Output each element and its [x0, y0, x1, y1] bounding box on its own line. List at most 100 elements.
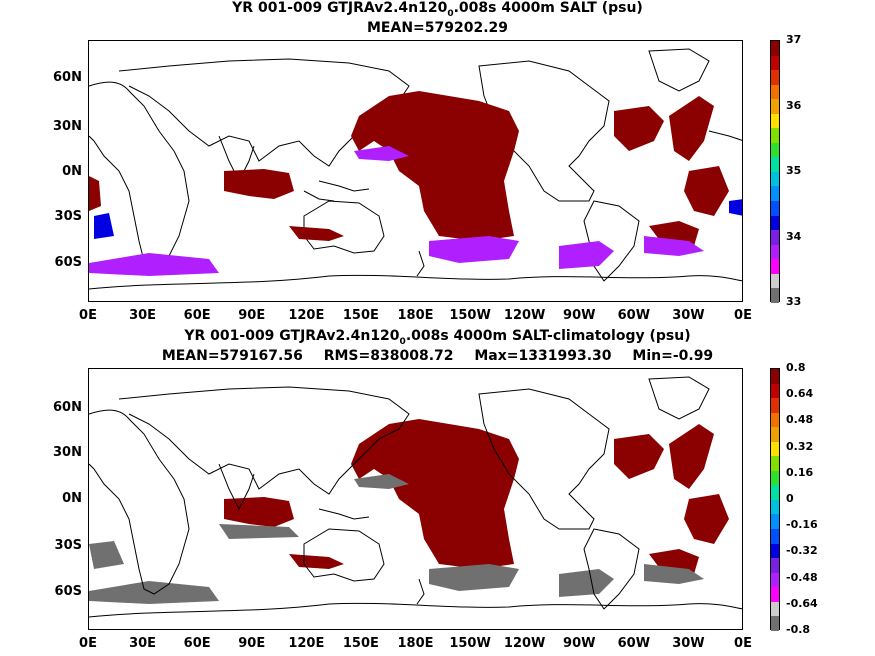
panel2-colorbar [770, 368, 780, 631]
colorbar-swatch [771, 259, 779, 274]
colorbar-swatch [771, 244, 779, 260]
lon1-label: 120E [288, 308, 325, 323]
stat-min: Min=-0.99 [632, 348, 714, 364]
panel2-map-svg [89, 376, 742, 618]
panel1-map-svg [89, 48, 742, 290]
lon2-label: 90E [238, 636, 266, 651]
lon2-label: 120E [288, 636, 325, 651]
colorbar-label: 36 [786, 98, 802, 112]
panel2-lat-0n: 0N [62, 491, 82, 506]
colorbar-swatch [771, 499, 779, 515]
colorbar-label: 0.48 [786, 413, 814, 427]
lon1-label: 60W [617, 308, 651, 323]
panel1-map [88, 40, 743, 302]
colorbar-swatch [771, 157, 779, 172]
lon1-label: 30W [672, 308, 705, 323]
colorbar-swatch [771, 273, 779, 289]
panel2-map [88, 368, 743, 630]
stat-rms: RMS=838008.72 [323, 348, 454, 364]
colorbar-label: 0.64 [786, 387, 814, 401]
colorbar-swatch [771, 398, 779, 413]
stat-max: Max=1331993.30 [474, 348, 612, 364]
lon1-label: 90E [238, 308, 266, 323]
colorbar-swatch [771, 41, 779, 56]
lon2-label: 30E [129, 636, 157, 651]
colorbar-swatch [771, 558, 779, 573]
colorbar-swatch [771, 186, 779, 202]
lon2-label: 180E [397, 636, 434, 651]
panel2-lat-60n: 60N [53, 400, 82, 415]
panel1-lat-30s: 30S [54, 209, 82, 224]
lon2-label: 0E [79, 636, 97, 651]
panel1-stats: MEAN=579202.29 [366, 20, 509, 36]
panel2-lat-30n: 30N [53, 445, 82, 460]
colorbar-swatch [771, 70, 779, 85]
colorbar-swatch [771, 572, 779, 588]
colorbar-swatch [771, 99, 779, 114]
colorbar-label: 0.8 [786, 361, 806, 374]
colorbar-swatch [771, 470, 779, 486]
panel1-lat-30n: 30N [53, 119, 82, 134]
colorbar-label: 0 [786, 492, 794, 505]
lon1-label: 150W [449, 308, 491, 323]
colorbar-swatch [771, 441, 779, 457]
colorbar-swatch [771, 288, 779, 303]
colorbar-label: -0.16 [786, 518, 818, 532]
colorbar-label: -0.64 [786, 596, 818, 610]
lon1-label: 90W [563, 308, 596, 323]
panel2-lat-30s: 30S [54, 538, 82, 553]
colorbar-swatch [771, 616, 779, 631]
colorbar-label: 37 [786, 33, 802, 46]
panel1-shading [89, 91, 742, 276]
panel1-lat-0n: 0N [62, 164, 82, 179]
panel2-stats: MEAN=579167.56 RMS=838008.72 Max=1331993… [0, 348, 875, 365]
lon2-label: 150E [342, 636, 379, 651]
colorbar-swatch [771, 113, 779, 129]
panel1-title: YR 001-009 GTJRAv2.4n1200.008s 4000m SAL… [232, 0, 643, 19]
colorbar-label: 35 [786, 164, 802, 177]
colorbar-label: 0.32 [786, 439, 814, 453]
colorbar-label: -0.32 [786, 544, 818, 558]
lon1-label: 0E [734, 308, 752, 323]
colorbar-swatch [771, 601, 779, 617]
colorbar-swatch [771, 201, 779, 216]
colorbar-swatch [771, 485, 779, 500]
lon2-label: 60W [617, 636, 651, 651]
colorbar-swatch [771, 55, 779, 71]
colorbar-label: 33 [786, 295, 802, 308]
lon2-label: 30W [672, 636, 705, 651]
colorbar-swatch [771, 142, 779, 158]
panel2-title: YR 001-009 GTJRAv2.4n1200.008s 4000m SAL… [184, 328, 691, 347]
colorbar-swatch [771, 587, 779, 602]
colorbar-swatch [771, 529, 779, 544]
colorbar-label: 34 [786, 229, 802, 243]
lon1-label: 0E [79, 308, 97, 323]
colorbar-swatch [771, 215, 779, 231]
colorbar-swatch [771, 383, 779, 399]
colorbar-swatch [771, 427, 779, 442]
lon1-label: 150E [342, 308, 379, 323]
colorbar-swatch [771, 369, 779, 384]
colorbar-label: -0.8 [786, 623, 811, 636]
lon1-label: 180E [397, 308, 434, 323]
lon2-label: 60E [183, 636, 211, 651]
colorbar-swatch [771, 128, 779, 143]
lon2-label: 150W [449, 636, 491, 651]
colorbar-swatch [771, 412, 779, 428]
panel2-lat-60s: 60S [54, 584, 82, 599]
colorbar-swatch [771, 456, 779, 471]
lon1-label: 120W [503, 308, 546, 323]
panel1-lat-60s: 60S [54, 255, 82, 270]
colorbar-swatch [771, 543, 779, 559]
lon2-label: 90W [563, 636, 596, 651]
colorbar-swatch [771, 84, 779, 100]
colorbar-swatch [771, 230, 779, 245]
lon1-label: 60E [183, 308, 211, 323]
lon2-label: 0E [734, 636, 752, 651]
panel1-colorbar [770, 40, 780, 303]
panel1-lat-60n: 60N [53, 70, 82, 85]
lon1-label: 30E [129, 308, 157, 323]
stat-mean: MEAN=579167.56 [161, 348, 303, 364]
coastlines-2 [89, 376, 742, 618]
panel2-shading [89, 419, 729, 604]
